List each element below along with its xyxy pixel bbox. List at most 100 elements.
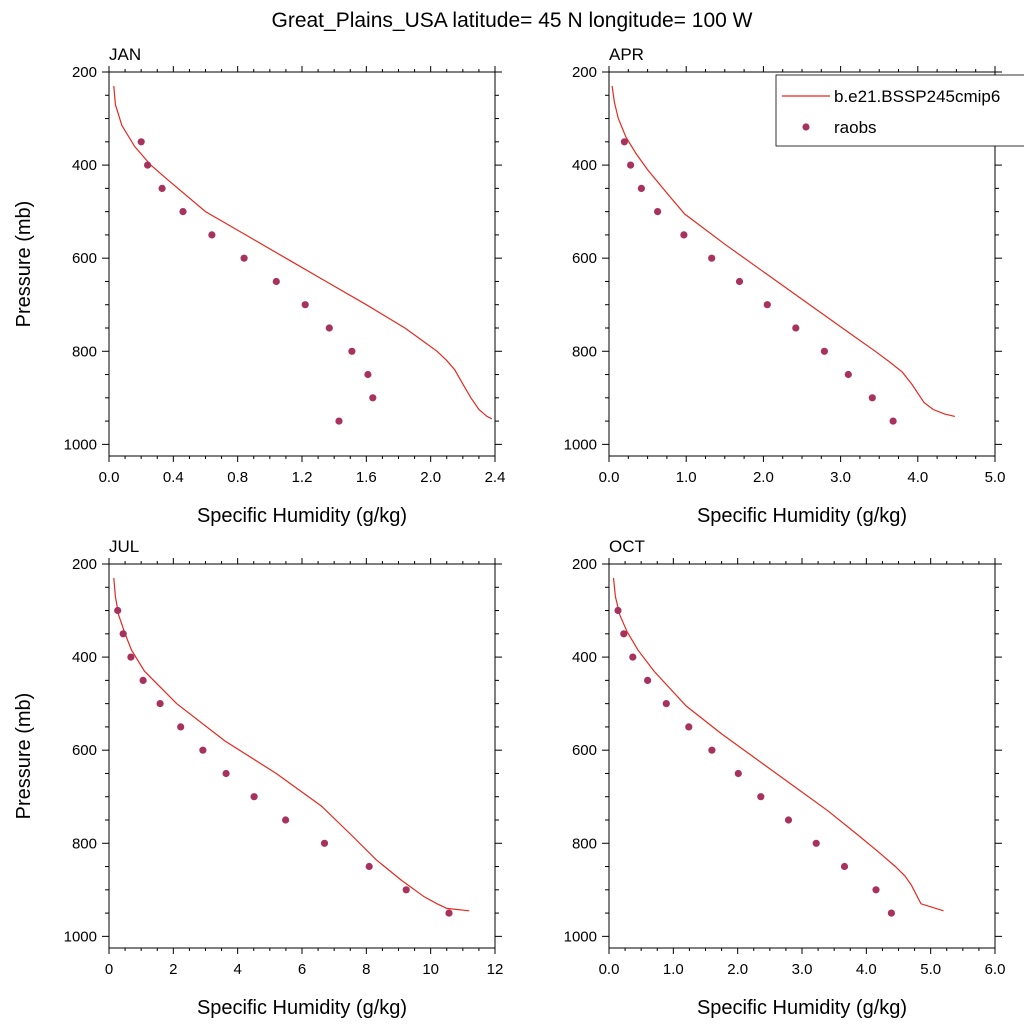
y-tick-label: 400 (72, 157, 97, 174)
raobs-point (114, 606, 122, 615)
legend: b.e21.BSSP245cmip6 raobs (775, 74, 1024, 147)
series-line-model (113, 577, 470, 912)
x-tick-label: 3.0 (792, 961, 813, 978)
x-tick-label: 4.0 (856, 961, 877, 978)
raobs-point (365, 862, 373, 871)
x-tick-label: 0 (105, 961, 113, 978)
y-tick-label: 600 (572, 250, 597, 267)
plot-frame (608, 563, 996, 949)
x-tick-label: 5.0 (920, 961, 941, 978)
plot-frame (108, 563, 496, 949)
raobs-point (872, 886, 880, 894)
x-tick-label: 6 (298, 961, 306, 978)
raobs-point (708, 254, 716, 262)
raobs-point (820, 347, 829, 355)
panel-label: APR (609, 45, 644, 64)
raobs-point (137, 138, 145, 146)
x-tick-label: 0.0 (99, 469, 120, 486)
raobs-point (792, 324, 800, 332)
x-tick-label: 1.0 (663, 961, 684, 978)
panel-apr: 0.0 1.0 2.0 3.0 4.0 5.0 200 400 600 800 1000 APR Spe… (564, 45, 1024, 527)
raobs-point (335, 417, 343, 425)
raobs-point (735, 277, 744, 286)
plot-area (611, 85, 956, 425)
x-axis-label: Specific Humidity (g/kg) (697, 997, 907, 1019)
x-tick-label: 5.0 (985, 469, 1006, 486)
x-tick-label: 0.4 (163, 469, 184, 486)
x-tick-label: 0.0 (599, 469, 620, 486)
series-line-model (611, 85, 956, 417)
plot-area (113, 85, 493, 425)
legend-box (775, 74, 1024, 147)
raobs-point (127, 653, 135, 661)
raobs-point (369, 394, 377, 402)
raobs-point (887, 909, 896, 917)
raobs-point (240, 254, 248, 262)
y-tick-label: 800 (572, 343, 597, 360)
raobs-point (784, 816, 793, 824)
raobs-point (620, 138, 629, 146)
panel-label: JUL (109, 537, 139, 556)
raobs-point (177, 723, 185, 731)
raobs-point (620, 630, 628, 638)
raobs-point (445, 909, 453, 917)
x-tick-label: 2 (169, 961, 177, 978)
raobs-point (757, 793, 765, 801)
x-tick-label: 3.0 (830, 469, 851, 486)
raobs-point (654, 208, 662, 216)
raobs-point (208, 231, 216, 239)
y-tick-label: 200 (72, 556, 97, 573)
raobs-point (708, 746, 716, 754)
x-tick-label: 0.8 (227, 469, 248, 486)
plot-area (612, 577, 944, 917)
y-tick-label: 1000 (564, 928, 597, 945)
raobs-point (272, 277, 280, 286)
y-tick-label: 1000 (564, 436, 597, 453)
raobs-point (348, 347, 356, 355)
plot-frame (108, 71, 496, 457)
x-axis-label: Specific Humidity (g/kg) (197, 505, 407, 527)
y-tick-label: 200 (72, 64, 97, 81)
y-tick-label: 200 (572, 556, 597, 573)
x-tick-label: 4 (233, 961, 241, 978)
raobs-point (301, 301, 309, 309)
raobs-point (158, 184, 166, 192)
raobs-point (282, 816, 290, 824)
raobs-point (627, 161, 635, 169)
y-axis-label: Pressure (mb) (13, 201, 35, 328)
y-tick-label: 200 (572, 64, 597, 81)
x-tick-label: 2.0 (727, 961, 748, 978)
raobs-point (156, 700, 164, 708)
y-tick-label: 1000 (64, 436, 97, 453)
x-tick-label: 2.0 (753, 469, 774, 486)
raobs-point (179, 208, 187, 216)
raobs-point (222, 769, 230, 778)
y-tick-label: 600 (572, 742, 597, 759)
y-tick-label: 600 (72, 250, 97, 267)
raobs-point (840, 862, 849, 871)
raobs-point (629, 653, 637, 661)
raobs-point (844, 370, 852, 379)
plot-area (113, 577, 470, 917)
raobs-point (250, 793, 258, 801)
raobs-point (199, 746, 207, 754)
raobs-point (614, 606, 622, 615)
legend-marker-swatch (802, 123, 810, 131)
y-tick-label: 800 (72, 343, 97, 360)
y-tick-label: 400 (572, 157, 597, 174)
figure-title: Great_Plains_USA latitude= 45 N longitud… (272, 9, 753, 32)
x-tick-label: 10 (422, 961, 439, 978)
y-tick-label: 400 (72, 649, 97, 666)
y-tick-label: 600 (72, 742, 97, 759)
raobs-point (662, 700, 670, 708)
raobs-point (889, 417, 897, 425)
x-tick-label: 0.0 (599, 961, 620, 978)
raobs-point (734, 769, 742, 778)
panels: 0.0 0.4 0.8 1.2 1.6 2.0 2.4 200 400 600 800 1000 JAN… (13, 45, 1024, 1019)
raobs-point (812, 839, 820, 847)
series-line-model (612, 577, 944, 912)
x-tick-label: 12 (487, 961, 504, 978)
x-tick-label: 2.0 (420, 469, 441, 486)
raobs-point (139, 676, 147, 685)
x-tick-label: 6.0 (985, 961, 1006, 978)
